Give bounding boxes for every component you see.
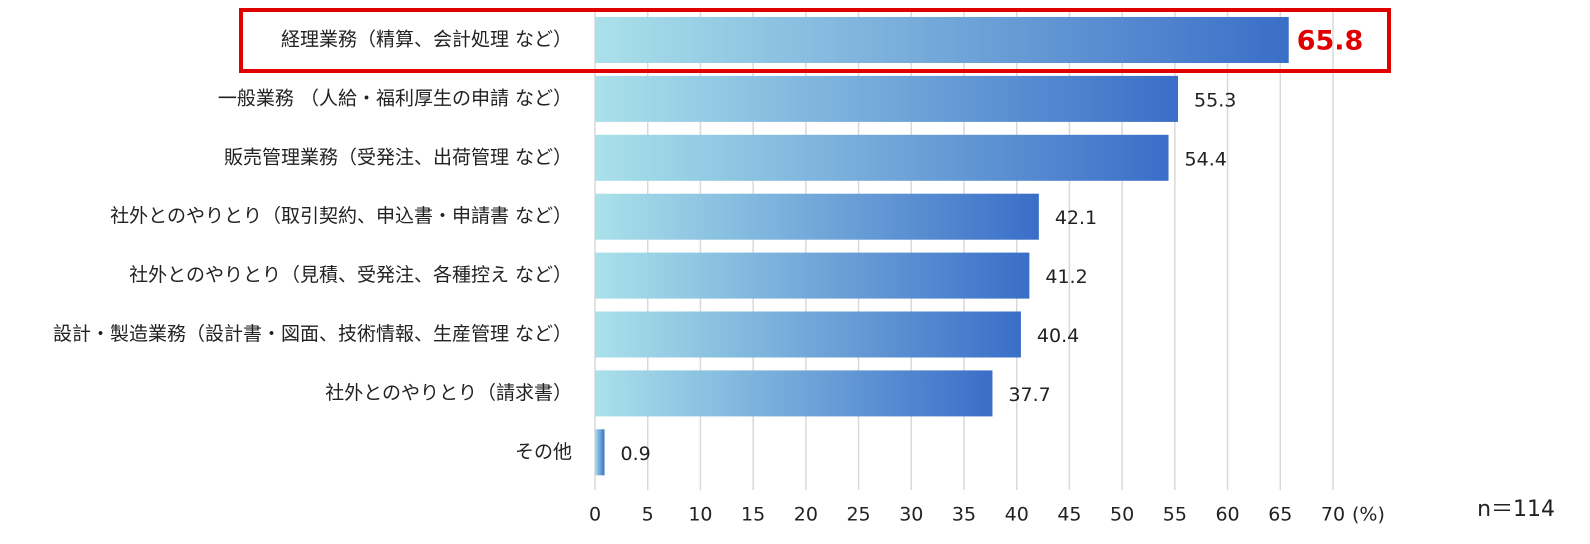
x-tick-label: 35 [952, 504, 976, 526]
bar [595, 75, 1179, 122]
bar [595, 370, 993, 417]
x-unit: (%) [1352, 504, 1385, 526]
x-tick-label: 65 [1268, 504, 1292, 526]
value-label: 55.3 [1194, 89, 1236, 111]
bar [595, 134, 1169, 181]
x-tick-label: 25 [846, 504, 870, 526]
highlight-box [239, 8, 1391, 73]
x-tick-label: 10 [688, 504, 712, 526]
value-label: 42.1 [1055, 207, 1097, 229]
category-label: 社外とのやりとり（請求書） [325, 382, 572, 404]
sample-size-note: n＝114 [1477, 497, 1555, 522]
x-tick-label: 0 [589, 504, 601, 526]
bar [595, 252, 1030, 299]
x-tick-label: 50 [1110, 504, 1134, 526]
value-label: 37.7 [1008, 384, 1050, 406]
category-label: 一般業務 （人給・福利厚生の申請 など） [218, 87, 572, 109]
x-tick-label: 55 [1163, 504, 1187, 526]
x-tick-label: 40 [1005, 504, 1029, 526]
x-tick-label: 60 [1215, 504, 1239, 526]
x-tick-label: 45 [1057, 504, 1081, 526]
category-label: 販売管理業務（受発注、出荷管理 など） [224, 146, 572, 168]
x-tick-label: 30 [899, 504, 923, 526]
bar [595, 429, 605, 476]
category-label: その他 [515, 441, 572, 463]
category-label: 経理業務（精算、会計処理 など） [281, 29, 572, 51]
x-tick-label: 20 [794, 504, 818, 526]
bar [595, 311, 1021, 358]
x-tick-label: 5 [642, 504, 654, 526]
category-label: 社外とのやりとり（見積、受発注、各種控え など） [129, 264, 572, 286]
category-label: 設計・製造業務（設計書・図面、技術情報、生産管理 など） [53, 323, 572, 345]
bar [595, 193, 1039, 240]
value-label: 54.4 [1185, 148, 1227, 170]
x-tick-label: 70 [1321, 504, 1345, 526]
value-label: 65.8 [1297, 26, 1364, 57]
x-tick-label: 15 [741, 504, 765, 526]
value-label: 41.2 [1045, 266, 1087, 288]
bar [595, 17, 1289, 63]
category-label: 社外とのやりとり（取引契約、申込書・申請書 など） [110, 205, 572, 227]
value-label: 40.4 [1037, 325, 1079, 347]
value-label: 0.9 [620, 443, 650, 465]
